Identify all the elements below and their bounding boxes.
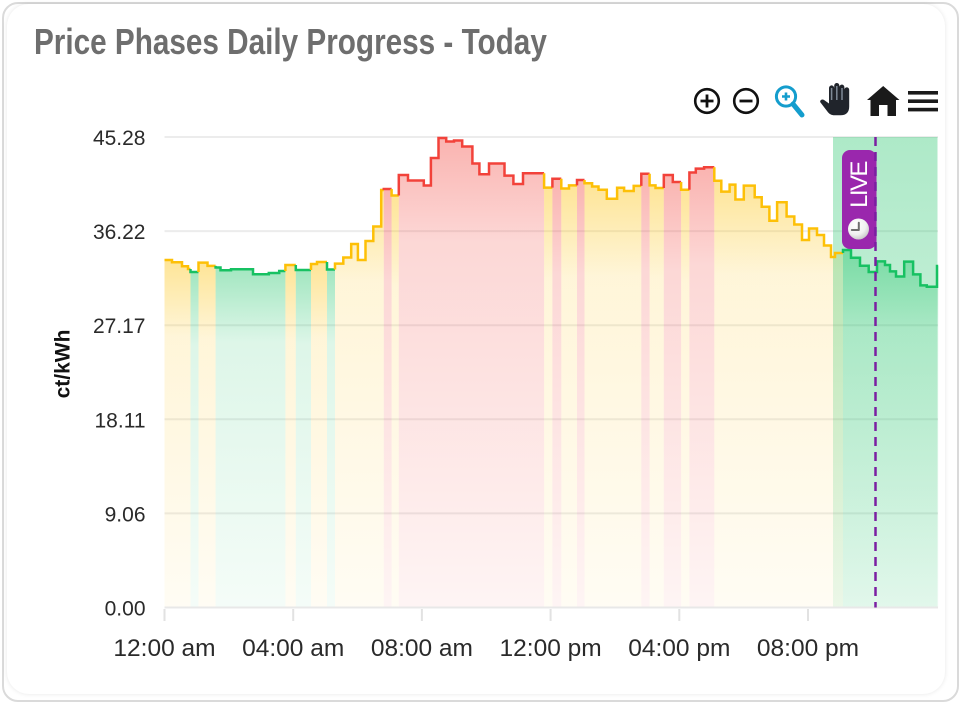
svg-text:ct/kWh: ct/kWh <box>52 330 75 399</box>
svg-text:45.28: 45.28 <box>93 127 146 150</box>
svg-text:12:00 am: 12:00 am <box>113 635 215 662</box>
svg-text:08:00 pm: 08:00 pm <box>757 635 859 662</box>
svg-text:04:00 pm: 04:00 pm <box>628 635 730 662</box>
svg-text:04:00 am: 04:00 am <box>242 635 344 662</box>
svg-text:08:00 am: 08:00 am <box>371 635 473 662</box>
svg-text:0.00: 0.00 <box>105 598 146 621</box>
svg-text:18.11: 18.11 <box>95 409 146 432</box>
svg-text:36.22: 36.22 <box>93 221 146 244</box>
svg-text:9.06: 9.06 <box>105 503 146 526</box>
svg-text:27.17: 27.17 <box>93 315 146 338</box>
svg-text:LIVE: LIVE <box>846 162 873 208</box>
svg-text:12:00 pm: 12:00 pm <box>500 635 602 662</box>
